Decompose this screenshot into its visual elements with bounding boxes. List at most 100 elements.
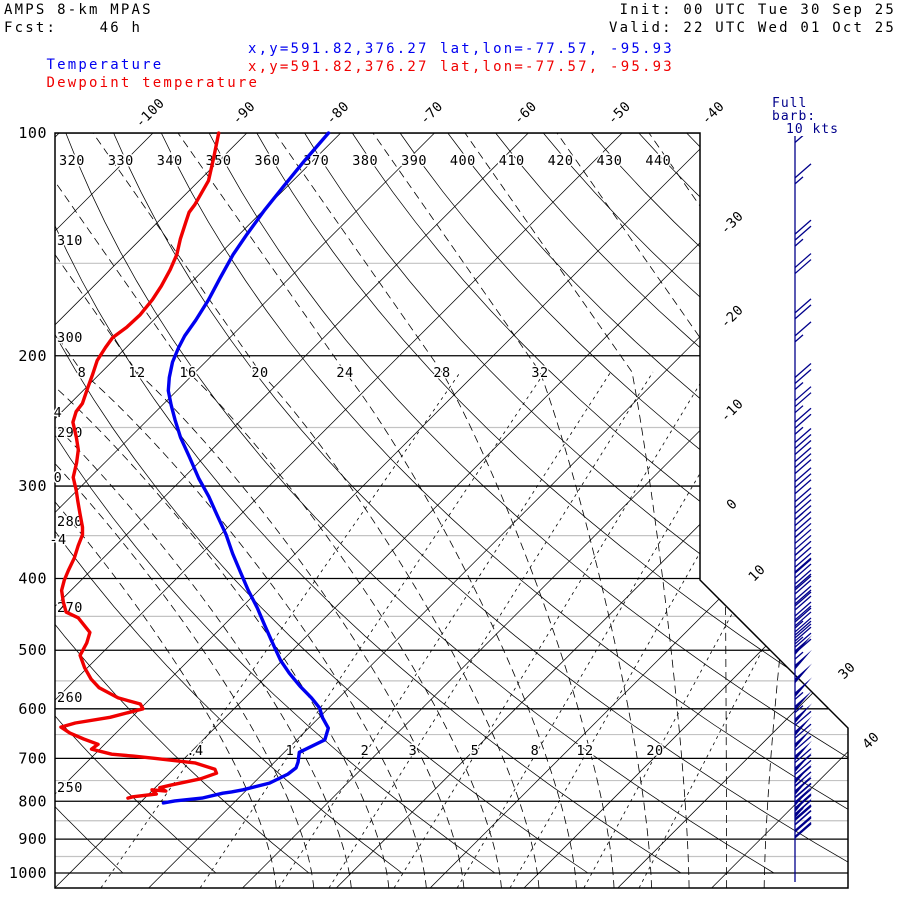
dry-adiabat-line <box>304 133 848 874</box>
isotherm-line <box>227 133 848 888</box>
init-time: Init: 00 UTC Tue 30 Sep 25 <box>619 2 896 18</box>
wind-barb <box>794 219 812 247</box>
dry-adiabat-line <box>256 133 848 874</box>
wind-barb <box>794 573 812 607</box>
dry-adiabat-left-label: 300 <box>57 330 83 346</box>
dry-adiabat-top-label: 340 <box>157 153 183 169</box>
isotherm-line <box>55 133 623 888</box>
svg-text:-70: -70 <box>417 98 447 128</box>
wind-barb <box>794 487 812 521</box>
dry-adiabat-left-label: 310 <box>57 233 83 249</box>
moist-adiabat-line <box>177 133 577 888</box>
dry-adiabat-line <box>686 133 848 874</box>
pressure-axis-label: 500 <box>18 641 47 659</box>
cursor-latlon-dewpoint: lat,lon=-77.57, -95.93 <box>440 59 674 75</box>
dry-adiabat-line <box>113 133 848 874</box>
dry-adiabat-line <box>55 133 403 874</box>
pressure-axis-label: 1000 <box>9 864 47 882</box>
isotherm-line <box>55 133 435 888</box>
wind-barb <box>794 363 812 390</box>
moist-adiabat-label: 32 <box>531 365 548 381</box>
dry-adiabat-left-label: 290 <box>57 425 83 441</box>
legend-temperature-label: Temperature <box>46 57 164 73</box>
mixing-ratio-line <box>278 371 612 888</box>
isotherm-top-label: -70 <box>417 98 447 128</box>
dry-adiabat-line <box>878 133 900 873</box>
svg-text:40: 40 <box>859 729 883 753</box>
cursor-latlon-temperature: lat,lon=-77.57, -95.93 <box>440 41 674 57</box>
wind-barb <box>794 163 812 185</box>
wind-barb <box>794 407 812 435</box>
isotherm-line <box>414 133 848 888</box>
dry-adiabat-line <box>55 133 310 874</box>
dry-adiabat-left-label: 250 <box>57 780 83 796</box>
dry-adiabat-line <box>638 133 848 874</box>
cursor-xy-temperature: x,y=591.82,376.27 <box>248 41 429 57</box>
isotherm-line <box>696 133 848 888</box>
mixing-ratio-label: 8 <box>531 743 540 759</box>
isotherm-top-label: -90 <box>229 98 259 128</box>
moist-adiabat-left-label: -4 <box>49 532 66 548</box>
pressure-axis-label: 100 <box>18 124 47 142</box>
pressure-axis-label: 900 <box>18 830 47 848</box>
isotherm-line <box>602 133 848 888</box>
dry-adiabat-top-label: 400 <box>450 153 476 169</box>
isotherm-line <box>55 133 248 888</box>
wind-barb <box>795 649 812 670</box>
isotherm-line <box>55 133 529 888</box>
isotherm-line <box>508 133 848 888</box>
moist-adiabat-line <box>55 133 502 888</box>
mixing-ratio-line <box>199 371 546 888</box>
svg-text:-60: -60 <box>511 98 541 128</box>
wind-barb <box>794 798 812 821</box>
cursor-xy-dewpoint: x,y=591.82,376.27 <box>248 59 429 75</box>
moist-adiabat-label: 16 <box>179 365 196 381</box>
isotherm-right-label: 10 <box>745 562 769 586</box>
forecast-hour: Fcst: 46 h <box>4 20 143 36</box>
mixing-ratio-label: 2 <box>361 743 370 759</box>
wind-barb <box>794 386 812 414</box>
moist-adiabat-label: 12 <box>128 365 145 381</box>
mixing-ratio-label: 20 <box>646 743 663 759</box>
dry-adiabat-top-label: 320 <box>59 153 85 169</box>
dry-adiabat-line <box>55 133 496 874</box>
dry-adiabat-line <box>543 133 848 874</box>
wind-barb <box>794 467 812 495</box>
dry-adiabat-line <box>734 133 848 874</box>
isotherm-right-label: 40 <box>859 729 883 753</box>
wind-barb <box>794 522 812 556</box>
isotherm-line <box>321 133 848 888</box>
dry-adiabat-top-label: 330 <box>108 153 134 169</box>
dry-adiabat-top-label: 420 <box>548 153 574 169</box>
dry-adiabat-line <box>495 133 848 874</box>
wind-barb <box>794 716 812 739</box>
dry-adiabat-line <box>65 133 775 874</box>
mixing-ratio-line <box>509 371 803 888</box>
wind-barb <box>795 635 812 656</box>
dry-adiabat-line <box>590 133 848 874</box>
moist-adiabat-line <box>55 133 465 888</box>
valid-time: Valid: 22 UTC Wed 01 Oct 25 <box>609 20 896 36</box>
wind-barb <box>794 540 812 574</box>
dry-adiabat-line <box>208 133 848 874</box>
pressure-axis-label: 600 <box>18 700 47 718</box>
wind-barb-legend-line2: 10 kts <box>786 122 839 137</box>
wind-barb <box>794 817 812 839</box>
mixing-ratio-line <box>456 371 760 888</box>
moist-adiabat-line <box>55 133 315 888</box>
dry-adiabat-top-label: 360 <box>254 153 280 169</box>
dry-adiabat-line <box>447 133 848 874</box>
mixing-ratio-line <box>393 371 708 888</box>
wind-barb <box>794 447 812 475</box>
wind-barb <box>794 677 812 700</box>
isotherm-top-label: -100 <box>132 95 168 131</box>
mixing-ratio-label: 5 <box>471 743 480 759</box>
svg-text:0: 0 <box>723 496 740 513</box>
svg-text:10: 10 <box>745 562 769 586</box>
isotherm-top-label: -50 <box>605 98 635 128</box>
isotherm-right-label: 0 <box>723 496 740 513</box>
dry-adiabat-top-label: 410 <box>499 153 525 169</box>
dry-adiabat-top-label: 390 <box>401 153 427 169</box>
